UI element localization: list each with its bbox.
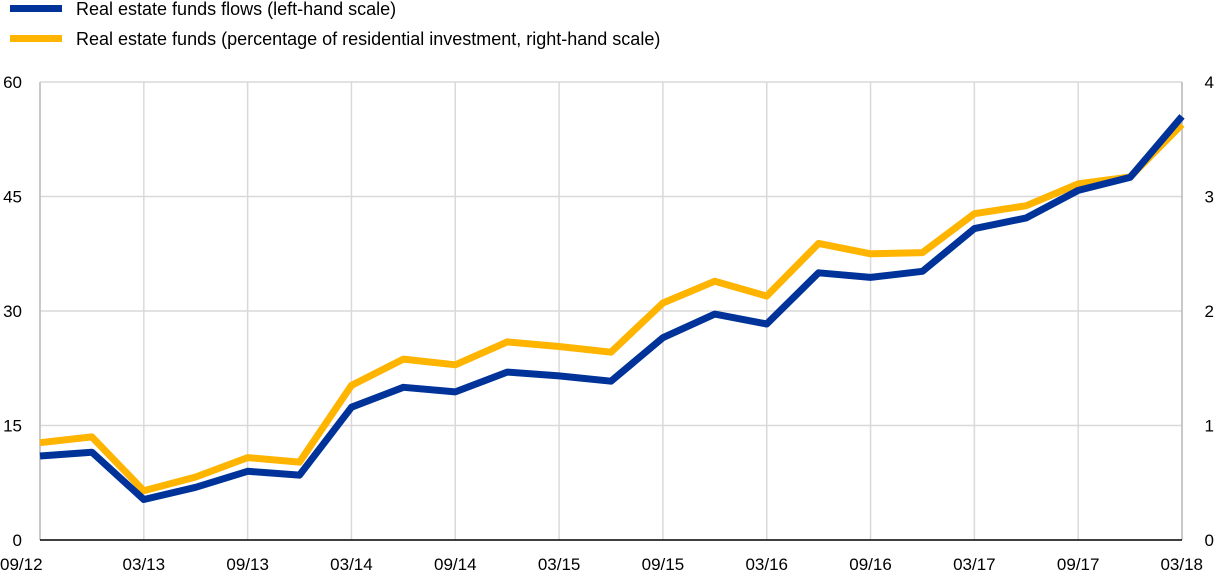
axes: 0 15 30 45 60 0 1 2 3 4 09/12 03/13 09/13 03/14 09/14 0… [0,73,1214,573]
x-tick-label: 09/16 [849,555,892,573]
legend-swatch-residential-investment [10,35,62,42]
x-tick-label: 03/17 [953,555,996,573]
y-left-tick-label: 15 [3,417,22,436]
x-tick-label: 03/15 [538,555,581,573]
legend-label-residential-investment: Real estate funds (percentage of residen… [76,29,660,49]
series-line-funds-flows [39,114,1185,503]
x-tick-label: 09/12 [0,555,43,573]
y-left-tick-label: 60 [3,73,22,92]
y-left-tick-label: 30 [3,302,22,321]
y-right-tick-label: 3 [1205,188,1214,207]
x-tick-label: 03/16 [745,555,788,573]
y-left-tick-label: 0 [13,531,22,550]
y-right-tick-label: 0 [1205,531,1214,550]
legend: Real estate funds flows (left-hand scale… [10,0,660,49]
x-tick-label: 03/14 [330,555,373,573]
x-tick-label: 09/17 [1057,555,1100,573]
x-tick-label: 09/13 [226,555,269,573]
x-tick-label: 03/13 [123,555,166,573]
y-left-tick-label: 45 [3,188,22,207]
x-tick-label: 09/15 [642,555,685,573]
y-right-tick-label: 4 [1205,73,1214,92]
series-line-residential-investment [39,121,1185,495]
legend-label-funds-flows: Real estate funds flows (left-hand scale… [76,0,396,19]
legend-swatch-funds-flows [10,5,62,12]
x-tick-label: 09/14 [434,555,477,573]
x-tick-label: 03/18 [1160,555,1203,573]
series-layer [39,114,1185,503]
grid [39,81,1183,540]
y-right-tick-label: 2 [1205,302,1214,321]
y-right-tick-label: 1 [1205,417,1214,436]
